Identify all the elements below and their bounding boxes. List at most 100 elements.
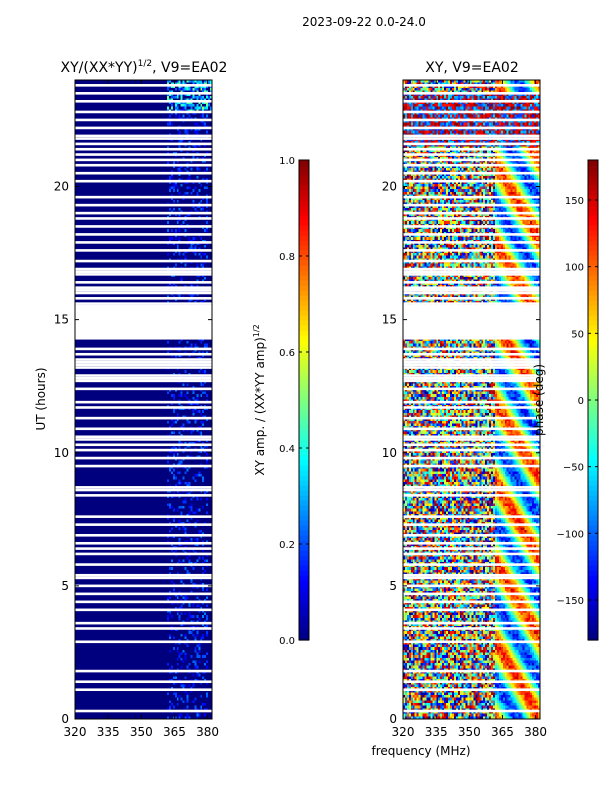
amplitude-colorbar-segment — [299, 290, 309, 296]
amplitude-colorbar-tick-label: 0.6 — [279, 348, 295, 359]
phase-colorbar-segment — [588, 470, 598, 476]
phase-flagged-row — [403, 134, 540, 138]
phase-colorbar-segment — [588, 275, 598, 281]
amplitude-flagged-row — [75, 163, 212, 167]
amplitude-colorbar-segment — [299, 245, 309, 251]
amplitude-heatmap — [75, 80, 212, 719]
amplitude-colorbar-segment — [299, 170, 309, 176]
amplitude-colorbar-segment — [299, 465, 309, 471]
amplitude-colorbar-segment — [299, 590, 309, 596]
phase-flagged-row — [403, 486, 540, 489]
amplitude-colorbar-segment — [299, 195, 309, 201]
amplitude-flagged-row — [75, 438, 212, 441]
phase-colorbar-segment — [588, 590, 598, 596]
phase-colorbar-segment — [588, 495, 598, 501]
amplitude-colorbar-segment — [299, 530, 309, 536]
phase-flagged-row — [403, 158, 540, 162]
phase-flagged-row — [403, 241, 540, 244]
amplitude-colorbar-segment — [299, 415, 309, 421]
amplitude-flagged-row — [75, 118, 212, 122]
phase-flagged-row — [403, 608, 540, 612]
phase-colorbar: −150 −100 −50 0 50 100 150 phase (deg) — [532, 159, 599, 641]
amplitude-flagged-row — [75, 443, 212, 447]
amplitude-colorbar-segment — [299, 340, 309, 346]
phase-flagged-row — [403, 627, 540, 630]
amplitude-flagged-row — [75, 171, 212, 175]
phase-colorbar-segment — [588, 505, 598, 511]
phase-colorbar-segment — [588, 425, 598, 431]
phase-colorbar-segment — [588, 490, 598, 496]
phase-colorbar-tick-label: −50 — [563, 463, 584, 474]
phase-flagged-row — [403, 600, 540, 604]
amplitude-colorbar-segment — [299, 320, 309, 326]
phase-ytick-label: 5 — [389, 579, 397, 593]
amplitude-flagged-row — [75, 541, 212, 545]
phase-flagged-row — [403, 552, 540, 556]
amplitude-colorbar-segment — [299, 545, 309, 551]
phase-colorbar-tick-label: 100 — [565, 263, 584, 274]
amplitude-colorbar-segment — [299, 565, 309, 571]
amplitude-colorbar-segment — [299, 275, 309, 281]
amplitude-flagged-row — [75, 286, 212, 289]
amplitude-flagged-row — [75, 158, 212, 162]
amplitude-ytick-label: 10 — [54, 446, 69, 460]
phase-flagged-row — [403, 259, 540, 263]
phase-colorbar-segment — [588, 530, 598, 536]
amplitude-colorbar-segment — [299, 395, 309, 401]
amplitude-flagged-row — [75, 352, 212, 356]
phase-colorbar-segment — [588, 440, 598, 446]
phase-flagged-row — [403, 709, 540, 713]
phase-flagged-row — [403, 84, 540, 87]
amplitude-colorbar-segment — [299, 535, 309, 541]
amplitude-colorbar-segment — [299, 255, 309, 261]
phase-flagged-row — [403, 573, 540, 577]
phase-colorbar-gradient — [588, 160, 598, 641]
amplitude-colorbar-segment — [299, 365, 309, 371]
amplitude-flagged-row — [75, 563, 212, 566]
amplitude-colorbar-segment — [299, 265, 309, 271]
amplitude-colorbar-segment — [299, 440, 309, 446]
amplitude-colorbar-segment — [299, 360, 309, 366]
amplitude-colorbar-label-sup: 1/2 — [252, 324, 261, 337]
amplitude-colorbar-segment — [299, 615, 309, 621]
amplitude-colorbar-segment — [299, 390, 309, 396]
amplitude-colorbar-segment — [299, 595, 309, 601]
phase-colorbar-segment — [588, 290, 598, 296]
phase-flagged-row — [403, 347, 540, 351]
amplitude-colorbar-segment — [299, 400, 309, 406]
amplitude-flagged-row — [75, 379, 212, 383]
phase-colorbar-segment — [588, 225, 598, 231]
phase-flagged-row — [403, 291, 540, 295]
phase-flagged-row — [403, 584, 540, 588]
phase-flagged-row — [403, 494, 540, 497]
phase-colorbar-segment — [588, 600, 598, 606]
phase-colorbar-segment — [588, 350, 598, 356]
amplitude-colorbar-segment — [299, 355, 309, 361]
phase-flagged-row — [403, 416, 540, 420]
amplitude-colorbar-segment — [299, 505, 309, 511]
phase-flagged-row — [403, 217, 540, 220]
amplitude-flagged-row — [75, 137, 212, 140]
amplitude-flagged-row — [75, 225, 212, 228]
amplitude-colorbar-segment — [299, 610, 309, 616]
phase-flagged-row — [403, 289, 540, 292]
phase-title: XY, V9=EA02 — [425, 60, 519, 76]
amplitude-colorbar-segment — [299, 490, 309, 496]
amplitude-flagged-row — [75, 147, 212, 151]
amplitude-colorbar-segment — [299, 420, 309, 426]
amplitude-colorbar-segment — [299, 605, 309, 611]
phase-flagged-row — [403, 171, 540, 175]
amplitude-flagged-row — [75, 273, 212, 276]
amplitude-colorbar-label-main: XY amp. / (XX*YY amp) — [253, 337, 267, 475]
phase-flagged-row — [403, 680, 540, 684]
amplitude-colorbar-segment — [299, 225, 309, 231]
phase-heatmap-image — [403, 80, 540, 719]
amplitude-colorbar-segment — [299, 210, 309, 216]
phase-colorbar-segment — [588, 420, 598, 426]
phase-colorbar-segment — [588, 245, 598, 251]
amplitude-colorbar-segment — [299, 500, 309, 506]
amplitude-colorbar-tick-label: 1.0 — [279, 156, 295, 167]
amplitude-colorbar-segment — [299, 270, 309, 276]
phase-colorbar-segment — [588, 540, 598, 546]
